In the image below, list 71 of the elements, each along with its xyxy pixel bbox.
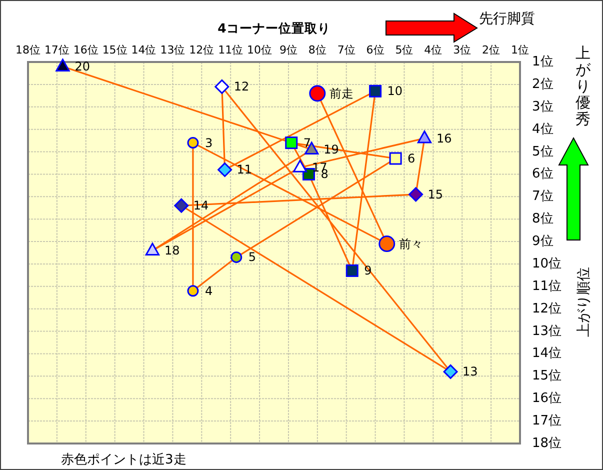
point xyxy=(218,162,232,177)
x-tick-label: 8位 xyxy=(308,44,326,56)
point xyxy=(285,136,298,150)
annotation: 16 xyxy=(436,131,452,146)
annotation: 前々 xyxy=(398,236,423,251)
x-tick-label: 10位 xyxy=(247,44,272,56)
y-tick-label: 3位 xyxy=(532,99,554,114)
text: 赤色ポイントは近3走 xyxy=(61,452,186,468)
y-tick-label: 7位 xyxy=(532,189,554,204)
point xyxy=(346,264,358,277)
point xyxy=(378,236,396,252)
y-tick-label: 8位 xyxy=(532,212,554,227)
point xyxy=(187,285,199,297)
x-tick-label: 6位 xyxy=(366,44,384,56)
x-tick-label: 13位 xyxy=(160,44,186,56)
y-tick-label: 12位 xyxy=(532,301,562,316)
annotation: 6 xyxy=(408,151,416,166)
chart-title: 4コーナー位置取り xyxy=(218,20,330,36)
point xyxy=(187,137,199,149)
y-tick-label: 14位 xyxy=(532,346,562,362)
point xyxy=(230,251,242,263)
text: 上がり優秀 xyxy=(576,44,592,128)
x-tick-label: 17位 xyxy=(44,44,70,56)
x-tick-label: 7位 xyxy=(337,44,356,56)
point xyxy=(309,85,326,102)
x-tick-label: 18位 xyxy=(16,44,40,56)
y-tick-label: 16位 xyxy=(532,391,562,406)
annotation: 15 xyxy=(428,187,444,202)
annotation: 12 xyxy=(234,80,250,94)
annotation: 3 xyxy=(204,136,213,150)
x-tick-label: 9位 xyxy=(279,44,298,56)
x-tick-label: 11位 xyxy=(218,44,244,56)
y-tick-label: 4位 xyxy=(532,122,554,137)
x-tick-label: 12位 xyxy=(189,44,214,56)
x-tick-label: 4位 xyxy=(424,44,442,56)
y-tick-label: 1位 xyxy=(532,54,554,70)
x-tick-label: 5位 xyxy=(395,44,414,56)
annotation: 4 xyxy=(204,284,213,298)
annotation: 20 xyxy=(74,59,90,74)
point xyxy=(369,84,382,98)
x-tick-label: 2位 xyxy=(482,44,500,56)
point xyxy=(145,242,160,256)
x-tick-label: 3位 xyxy=(453,44,472,56)
x-tick-label: 16位 xyxy=(73,44,98,56)
y-tick-label: 11位 xyxy=(532,278,562,294)
y-tick-label: 6位 xyxy=(532,166,554,182)
y-tick-label: 9位 xyxy=(532,234,554,250)
annotation: 10 xyxy=(387,84,403,98)
point xyxy=(443,364,458,379)
point xyxy=(56,58,70,72)
y-tick-label: 17位 xyxy=(532,414,562,429)
point xyxy=(174,198,189,213)
y-tick-label: 5位 xyxy=(532,144,554,160)
point xyxy=(293,160,308,172)
y-tick-label: 13位 xyxy=(532,324,562,339)
point xyxy=(417,130,432,144)
y-axis-title: 上がり順位 xyxy=(576,267,592,337)
annotation: 前走 xyxy=(329,86,354,100)
y-tick-label: 15位 xyxy=(532,368,562,384)
x-tick-label: 15位 xyxy=(102,44,128,56)
y-tick-label: 10位 xyxy=(532,256,562,272)
annotation: 13 xyxy=(462,364,478,379)
y-tick-label: 18位 xyxy=(532,436,562,451)
y-tick-label: 2位 xyxy=(532,76,554,92)
x-tick-label: 14位 xyxy=(131,44,156,56)
annotation: 18 xyxy=(164,244,180,258)
annotation: 5 xyxy=(248,250,256,264)
x-tick-label: 1位 xyxy=(511,44,529,56)
point xyxy=(408,187,424,202)
text: 先行脚質 xyxy=(479,11,535,27)
point xyxy=(389,152,402,165)
